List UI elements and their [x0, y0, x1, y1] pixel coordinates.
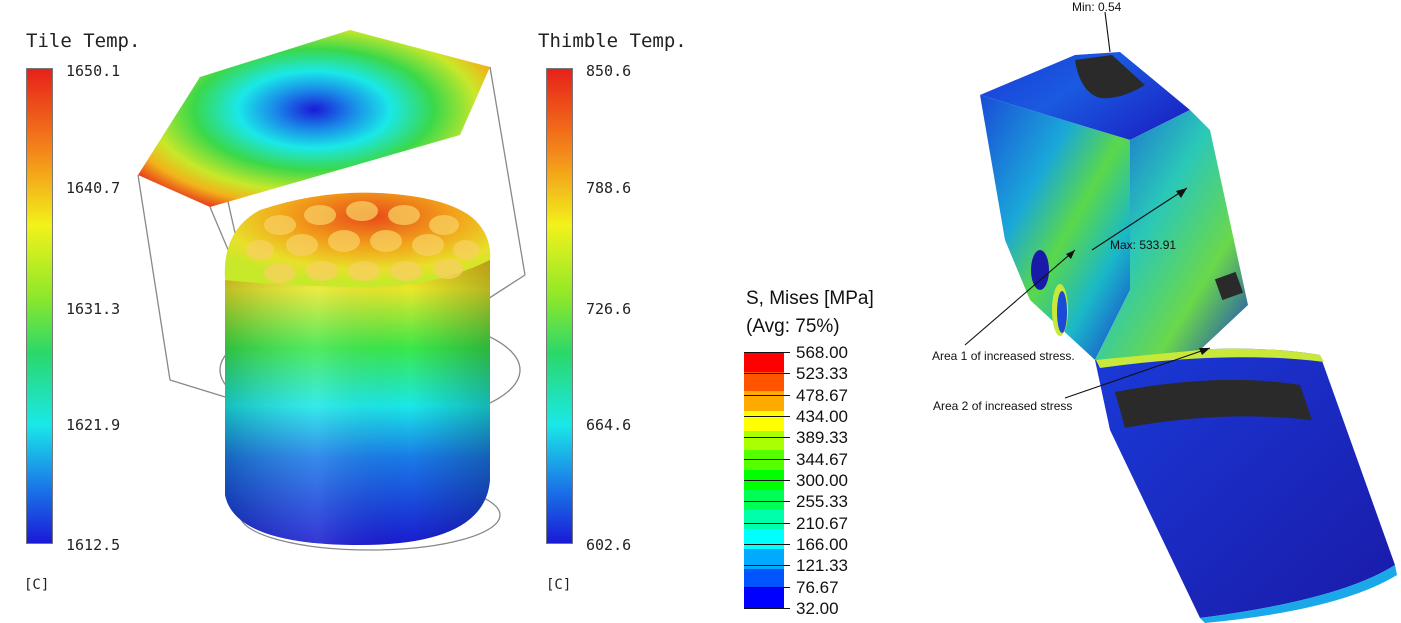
mises-color-band [744, 529, 784, 550]
tile-tick-label: 1640.7 [66, 179, 121, 197]
mises-colorbar [744, 352, 790, 609]
dome-cell-pattern [246, 201, 479, 283]
mises-value-list: 568.00 523.33 478.67 434.00 389.33 344.67 300.… [790, 341, 870, 621]
box-right-face [1095, 110, 1248, 360]
tile-temp-colorbar [26, 68, 53, 544]
thimble-tick-label: 602.6 [586, 536, 632, 554]
mises-color-band [744, 352, 784, 373]
tile-tick-label: 1621.9 [66, 416, 121, 434]
tile-unit-label: [C] [24, 577, 50, 593]
mises-color-band [744, 489, 784, 511]
hole-inner [1057, 291, 1067, 333]
mises-tick-mark [744, 544, 790, 545]
mises-tick-mark [744, 565, 790, 567]
mises-tick-mark [744, 373, 790, 375]
mises-color-band [744, 509, 784, 530]
thimble-tick-label: 788.6 [586, 179, 632, 197]
mises-color-band [744, 568, 784, 589]
tube-contact-band [1115, 379, 1312, 428]
contact-patch-top [1075, 55, 1145, 99]
mises-value-label: 389.33 [796, 428, 848, 448]
thimble-temp-legend-title: Thimble Temp. [538, 30, 687, 52]
mises-legend-title: S, Mises [MPa] [746, 288, 874, 309]
mises-value-label: 478.67 [796, 385, 848, 405]
hole-outer [1031, 250, 1049, 290]
area1-stress-label: Area 1 of increased stress. [932, 349, 1075, 363]
thimble-tick-label: 726.6 [586, 300, 632, 318]
mises-color-band [744, 371, 784, 392]
area2-stress-label: Area 2 of increased stress [933, 399, 1073, 413]
max-stress-label: Max: 533.91 [1110, 238, 1177, 252]
mises-value-label: 434.00 [796, 407, 848, 426]
mises-tick-mark [744, 437, 790, 439]
mises-value-label: 255.33 [796, 492, 848, 512]
mises-tick-mark [744, 608, 790, 609]
mises-value-label: 300.00 [796, 471, 848, 490]
mises-tick-mark [744, 416, 790, 417]
mises-color-band [744, 588, 784, 609]
mises-value-label: 166.00 [796, 535, 848, 554]
mises-value-label: 76.67 [796, 577, 839, 597]
tile-tick-label: 1650.1 [66, 62, 121, 80]
mises-tick-mark [744, 352, 790, 353]
contact-patch-right [1214, 271, 1244, 301]
min-stress-label: Min: 0.54 [1072, 0, 1122, 14]
annotation-leaders [964, 11, 1211, 399]
annotation-arrowheads [1066, 188, 1210, 355]
tile-tick-label: 1612.5 [66, 536, 121, 554]
box-top-face [980, 52, 1190, 140]
mises-value-label: 344.67 [796, 449, 848, 469]
mises-tick-mark [744, 458, 790, 460]
mises-color-band [744, 450, 784, 471]
mises-color-band [744, 411, 784, 432]
mises-value-label: 568.00 [796, 343, 848, 362]
mises-tick-mark [744, 586, 790, 588]
thermal-3d-render [137, 30, 526, 551]
mises-value-label: 523.33 [796, 364, 848, 384]
mises-value-label: 121.33 [796, 556, 848, 576]
thimble-tick-label: 664.6 [586, 416, 632, 434]
tube-end-edge [1200, 565, 1397, 623]
hexagonal-tile [138, 30, 490, 207]
tile-temp-legend-title: Tile Temp. [26, 30, 141, 52]
thimble-cylinder-shading [225, 255, 490, 545]
fea-3d-render [964, 11, 1397, 623]
mises-tick-mark [744, 394, 790, 396]
mises-color-band [744, 430, 784, 451]
box-front-face [980, 95, 1130, 360]
mises-color-band [744, 548, 784, 570]
mises-color-band [744, 391, 784, 412]
mises-tick-mark [744, 480, 790, 481]
thimble-unit-label: [C] [546, 577, 572, 593]
tile-tick-label: 1631.3 [66, 300, 121, 318]
mises-legend-subtitle: (Avg: 75%) [746, 316, 840, 337]
mises-value-label: 210.67 [796, 513, 848, 533]
mises-tick-mark [744, 522, 790, 524]
mises-value-label: 32.00 [796, 599, 839, 618]
thimble-tick-label: 850.6 [586, 62, 632, 80]
mises-tick-mark [744, 501, 790, 503]
thimble-temp-colorbar [546, 68, 573, 544]
